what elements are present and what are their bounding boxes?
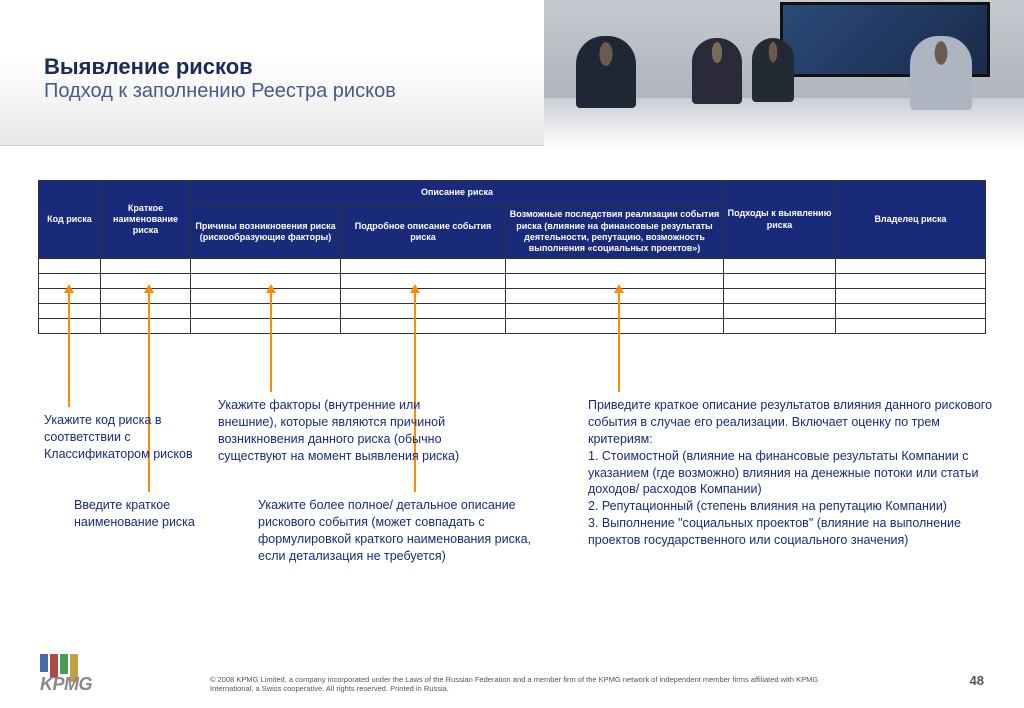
header-band: Выявление рисков Подход к заполнению Рее…	[0, 0, 1024, 146]
table-row	[39, 319, 986, 334]
th-conseq: Возможные последствия реализации события…	[506, 205, 724, 259]
anno-desc: Укажите более полное/ детальное описание…	[258, 497, 558, 565]
anno-name: Введите краткое наименование риска	[74, 497, 234, 531]
risk-register-table: Код риска Краткое наименование риска Опи…	[38, 180, 986, 334]
arrow-to-conseq	[618, 292, 620, 392]
th-code: Код риска	[39, 181, 101, 259]
arrow-to-code	[68, 292, 70, 407]
table-row	[39, 274, 986, 289]
table-row	[39, 304, 986, 319]
title-main: Выявление рисков	[44, 54, 396, 80]
copyright: © 2008 KPMG Limited, a company incorpora…	[210, 675, 830, 695]
content: Код риска Краткое наименование риска Опи…	[0, 180, 1024, 334]
th-name: Краткое наименование риска	[101, 181, 191, 259]
arrow-to-causes	[270, 292, 272, 392]
kpmg-logo: KPMG	[40, 654, 170, 700]
table-body	[39, 259, 986, 334]
th-desc: Подробное описание события риска	[341, 205, 506, 259]
th-super: Описание риска	[191, 181, 724, 205]
anno-conseq: Приведите краткое описание результатов в…	[588, 397, 994, 549]
page-title: Выявление рисков Подход к заполнению Рее…	[44, 54, 396, 103]
th-owner: Владелец риска	[836, 181, 986, 259]
table-row	[39, 289, 986, 304]
anno-code: Укажите код риска в соответствии с Класс…	[44, 412, 204, 463]
page-number: 48	[970, 673, 984, 688]
logo-text: KPMG	[40, 674, 92, 695]
title-sub: Подход к заполнению Реестра рисков	[44, 80, 396, 103]
anno-causes: Укажите факторы (внутренние или внешние)…	[218, 397, 468, 465]
th-approach: Подходы к выявлению риска	[724, 181, 836, 259]
th-causes: Причины возникновения риска (рискообразу…	[191, 205, 341, 259]
header-photo	[544, 0, 1024, 146]
table-row	[39, 259, 986, 274]
